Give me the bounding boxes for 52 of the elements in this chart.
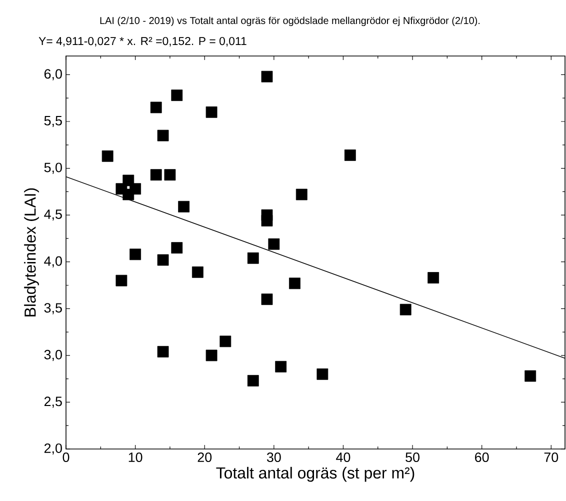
- point: [130, 248, 142, 260]
- x-axis-title: Totalt antal ogräs (st per m²): [216, 466, 414, 482]
- point: [157, 346, 169, 358]
- point: [261, 70, 273, 82]
- y-tick-label: 5,0: [44, 162, 62, 174]
- point: [400, 304, 412, 316]
- point: [164, 169, 176, 181]
- point: [178, 200, 190, 212]
- chart-subtitle: Y= 4,911-0,027 * x. R² =0,152. P = 0,011: [38, 36, 246, 46]
- x-tick-label: 50: [406, 452, 420, 462]
- point: [206, 106, 218, 118]
- point: [289, 278, 300, 290]
- point: [275, 360, 287, 372]
- point: [316, 368, 328, 380]
- x-tick-label: 60: [475, 452, 489, 462]
- point: [428, 272, 440, 284]
- point: [268, 238, 280, 250]
- point: [261, 214, 273, 226]
- point: [116, 274, 128, 286]
- point: [150, 169, 162, 181]
- point: [150, 102, 162, 114]
- point: [247, 374, 259, 386]
- x-tick-label: 20: [198, 452, 212, 462]
- point: [344, 149, 356, 161]
- y-tick-label: 2,5: [44, 396, 62, 408]
- point: [102, 150, 114, 162]
- x-tick-label: 70: [544, 452, 558, 462]
- x-tick-label: 40: [336, 452, 350, 462]
- y-tick-label: 4,0: [44, 256, 62, 268]
- x-tick-label: 10: [128, 452, 142, 462]
- point: [296, 188, 308, 200]
- y-axis-title: Bladyteindex (LAI): [24, 188, 39, 316]
- point: [157, 254, 169, 266]
- point: [157, 130, 169, 142]
- point: [171, 90, 183, 101]
- point: [192, 266, 204, 278]
- point: [261, 294, 273, 305]
- point: [130, 183, 142, 195]
- y-tick-label: 2,0: [44, 443, 62, 455]
- y-tick-label: 3,5: [44, 303, 62, 314]
- point: [220, 336, 232, 348]
- x-tick-label: 30: [266, 452, 281, 462]
- x-tick-label: 0: [62, 452, 70, 462]
- point: [206, 350, 218, 362]
- point: [524, 370, 536, 382]
- point: [171, 242, 183, 254]
- y-tick-label: 6,0: [44, 69, 62, 80]
- y-tick-label: 3,0: [44, 350, 62, 361]
- y-tick-label: 4,5: [44, 210, 62, 221]
- chart-title: LAI (2/10 - 2019) vs Totalt antal ogräs för ogödslade mellangrödor ej Nfixgrödor (2/10).: [100, 16, 480, 26]
- y-tick-label: 5,5: [44, 116, 62, 127]
- point: [247, 252, 259, 264]
